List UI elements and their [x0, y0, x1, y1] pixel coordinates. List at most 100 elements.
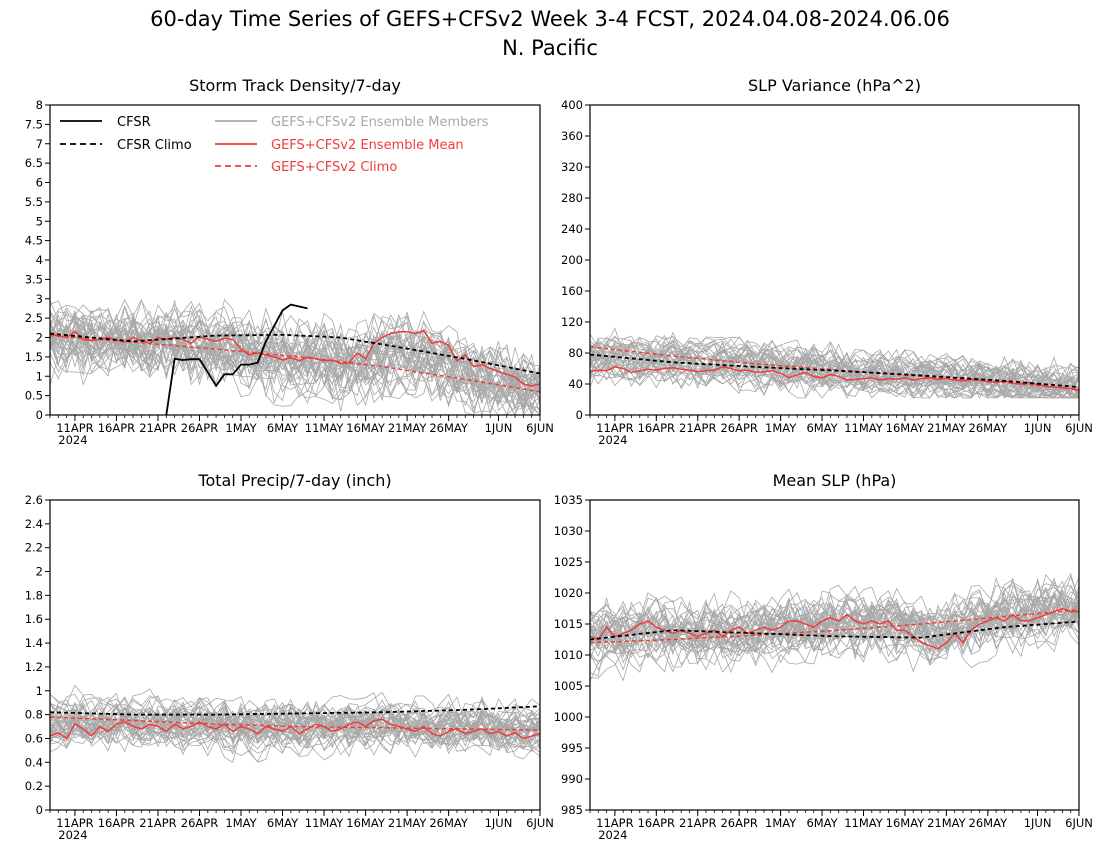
y-tick-label: 1010 — [554, 648, 583, 662]
chart-panel-storm-track-density-7-day: Storm Track Density/7-day 0 0.5 1 1.5 2 2.5 3 3.… — [25, 76, 554, 447]
x-tick-label: 1JUN — [485, 421, 513, 435]
ensemble-member-line — [590, 338, 1079, 395]
plot-area — [50, 298, 540, 415]
ensemble-member-line — [50, 324, 540, 409]
legend-label: CFSR — [117, 115, 151, 130]
x-year-label: 2024 — [58, 828, 87, 842]
x-tick-label: 16APR — [638, 816, 675, 830]
series-gefs-cfsv2-ensemble-mean — [50, 329, 540, 387]
chart-panel-slp-variance-hpa-2: SLP Variance (hPa^2) 0 40 80 120 160 200 240 280… — [561, 76, 1093, 447]
y-tick-label: 2.2 — [25, 541, 43, 555]
panel-title: Total Precip/7-day (inch) — [197, 471, 391, 490]
y-tick-label: 120 — [561, 315, 583, 329]
ensemble-member-line — [50, 320, 540, 399]
x-tick-label: 21MAY — [388, 816, 428, 830]
y-tick-label: 0.2 — [25, 779, 43, 793]
series-gefs-cfsv2-climo — [50, 334, 540, 393]
figure-title: 60-day Time Series of GEFS+CFSv2 Week 3-… — [150, 7, 950, 31]
x-tick-label: 11APR — [56, 816, 93, 830]
x-tick-label: 1MAY — [225, 816, 257, 830]
y-tick-label: 5.5 — [25, 195, 43, 209]
ensemble-member-line — [590, 592, 1079, 651]
x-tick-label: 21APR — [679, 816, 716, 830]
x-tick-label: 26APR — [181, 816, 218, 830]
y-tick-label: 200 — [561, 253, 583, 267]
ensemble-member-line — [590, 614, 1079, 682]
x-tick-label: 26APR — [720, 816, 757, 830]
series-cfsr-climo — [50, 332, 540, 375]
y-tick-label: 1.4 — [25, 636, 43, 650]
series-cfsr-climo — [50, 705, 540, 716]
y-tick-label: 4 — [36, 253, 43, 267]
series-cfsr-climo — [590, 353, 1079, 388]
x-tick-label: 16APR — [98, 816, 135, 830]
y-tick-label: 40 — [568, 377, 583, 391]
x-tick-label: 26MAY — [429, 816, 469, 830]
ensemble-member-line — [590, 339, 1079, 398]
y-tick-label: 2.4 — [25, 517, 43, 531]
x-tick-label: 11APR — [596, 816, 633, 830]
ensemble-member-line — [590, 336, 1079, 392]
legend-label: CFSR Climo — [117, 138, 192, 153]
ensemble-member-line — [50, 715, 540, 752]
x-tick-label: 6JUN — [1065, 816, 1093, 830]
ensemble-member-line — [50, 716, 540, 754]
legend-cfsr-climo: CFSR Climo — [60, 138, 192, 153]
x-year-label: 2024 — [598, 433, 627, 447]
y-tick-label: 990 — [561, 772, 583, 786]
ensemble-members — [590, 327, 1079, 399]
y-axis: 0 0.5 1 1.5 2 2.5 3 3.5 4 4.5 5 5.5 6 6.5 7 7.5 8 — [25, 98, 50, 422]
x-tick-label: 6JUN — [526, 816, 554, 830]
x-tick-label: 11MAY — [844, 421, 884, 435]
ensemble-member-line — [590, 350, 1079, 399]
x-tick-label: 26APR — [181, 421, 218, 435]
x-tick-label: 6MAY — [267, 421, 299, 435]
ensemble-member-line — [50, 716, 540, 753]
y-tick-label: 1.2 — [25, 660, 43, 674]
ensemble-member-line — [590, 603, 1079, 671]
x-axis: 11APR 16APR 21APR 26APR 1MAY 6MAY 11MAY 16MAY 21… — [49, 810, 554, 842]
x-axis: 11APR 16APR 21APR 26APR 1MAY 6MAY 11MAY 16MAY 21… — [49, 415, 554, 447]
x-tick-label: 11MAY — [305, 421, 345, 435]
x-tick-label: 1MAY — [765, 421, 797, 435]
x-tick-label: 16MAY — [886, 421, 926, 435]
ensemble-member-line — [50, 321, 540, 401]
legend-label: GEFS+CFSv2 Climo — [271, 160, 397, 175]
y-axis: 0 40 80 120 160 200 240 280 320 360 400 — [561, 98, 590, 422]
x-tick-label: 1JUN — [1024, 421, 1052, 435]
y-tick-label: 6 — [36, 176, 43, 190]
y-tick-label: 0.6 — [25, 731, 43, 745]
legend-gefs-climo: GEFS+CFSv2 Climo — [215, 160, 397, 175]
x-tick-label: 21APR — [139, 421, 176, 435]
y-tick-label: 160 — [561, 284, 583, 298]
y-tick-label: 0.5 — [25, 389, 43, 403]
y-tick-label: 1025 — [554, 555, 583, 569]
y-tick-label: 400 — [561, 98, 583, 112]
x-tick-label: 6MAY — [806, 421, 838, 435]
x-tick-label: 21MAY — [388, 421, 428, 435]
panel-title: Mean SLP (hPa) — [773, 471, 897, 490]
y-tick-label: 995 — [561, 741, 583, 755]
ensemble-member-line — [50, 320, 540, 412]
y-tick-label: 5 — [36, 214, 43, 228]
plot-area — [50, 684, 540, 764]
x-tick-label: 21MAY — [927, 816, 967, 830]
y-tick-label: 1005 — [554, 679, 583, 693]
y-axis: 985 990 995 1000 1005 1010 1015 1020 1025 1030 103… — [554, 493, 590, 817]
ensemble-member-line — [50, 692, 540, 736]
ensemble-members — [590, 572, 1079, 682]
x-tick-label: 11MAY — [305, 816, 345, 830]
panel-title: SLP Variance (hPa^2) — [748, 76, 921, 95]
y-tick-label: 3 — [36, 292, 43, 306]
ensemble-member-line — [50, 307, 540, 395]
series-cfsr — [165, 303, 308, 415]
series-gefs-cfsv2-ensemble-mean — [590, 607, 1079, 650]
x-tick-label: 26MAY — [429, 421, 469, 435]
y-tick-label: 2 — [36, 565, 43, 579]
x-axis: 11APR 16APR 21APR 26APR 1MAY 6MAY 11MAY 16MAY 21… — [589, 810, 1093, 842]
y-tick-label: 1000 — [554, 710, 583, 724]
ensemble-member-line — [50, 711, 540, 744]
ensemble-member-line — [590, 578, 1079, 644]
y-axis: 0 0.2 0.4 0.6 0.8 1 1.2 1.4 1.6 1.8 2 2.2 2.4 2.6 — [25, 493, 50, 817]
